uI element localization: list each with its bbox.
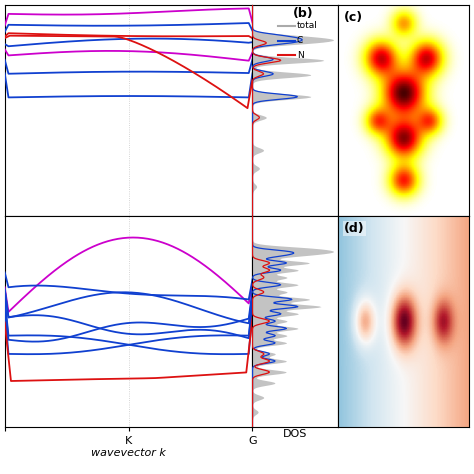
Text: C: C — [297, 36, 303, 45]
Text: total: total — [297, 21, 318, 30]
Text: (d): (d) — [344, 222, 365, 235]
Text: (b): (b) — [293, 7, 314, 20]
X-axis label: wavevector k: wavevector k — [91, 448, 166, 458]
Text: (c): (c) — [344, 11, 364, 24]
X-axis label: DOS: DOS — [283, 429, 307, 439]
Text: N: N — [297, 51, 303, 60]
